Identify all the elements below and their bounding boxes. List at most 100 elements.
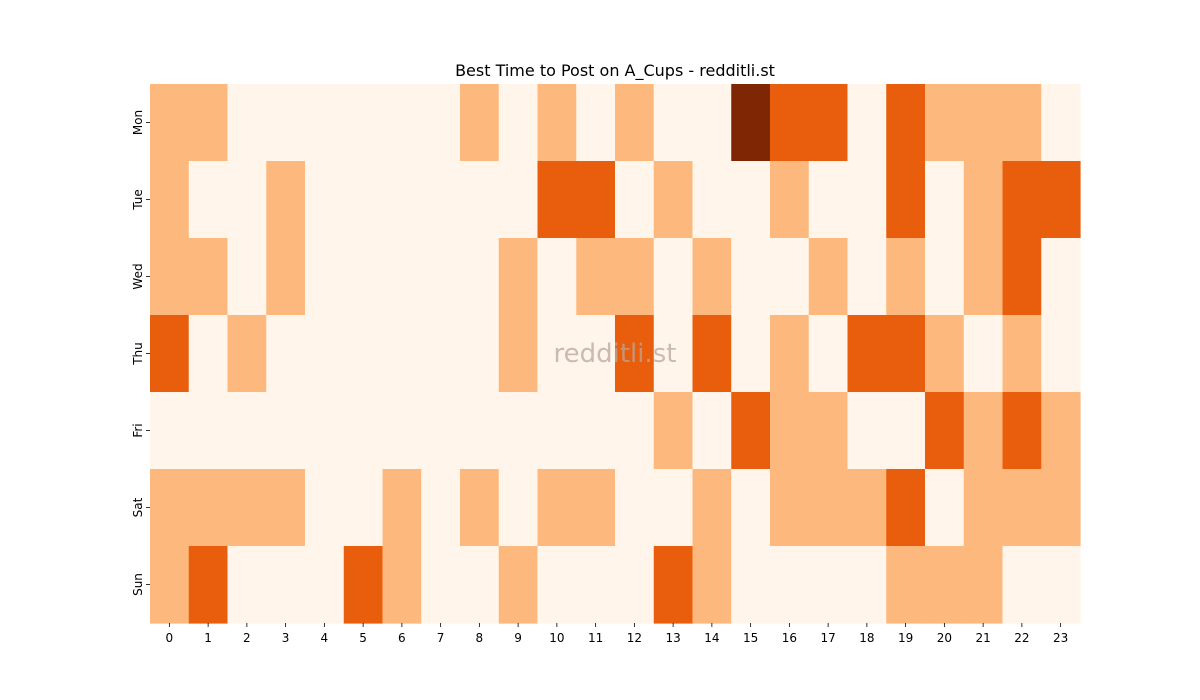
x-tick-label: 5 [359,631,367,645]
heatmap-cell-thu-8 [460,315,500,393]
heatmap-cell-sun-21 [963,546,1004,624]
heatmap-cell-fri-1 [188,392,229,470]
heatmap-cell-sun-14 [692,546,732,624]
heatmap-cell-tue-21 [963,161,1004,239]
heatmap-cell-wed-21 [963,238,1004,316]
heatmap-cell-mon-16 [770,84,810,162]
heatmap-cell-sun-5 [343,546,384,624]
heatmap-cell-sat-7 [421,469,461,547]
heatmap-cell-thu-21 [963,315,1004,393]
heatmap-cell-sun-7 [421,546,461,624]
heatmap-cell-tue-11 [576,161,616,239]
heatmap-cell-sat-23 [1041,469,1081,547]
heatmap-cell-fri-13 [653,392,694,470]
x-tick-label: 22 [1014,631,1029,645]
heatmap-cell-sun-9 [498,546,539,624]
heatmap-cell-thu-10 [537,315,577,393]
heatmap-cell-wed-11 [576,238,616,316]
heatmap-cell-thu-20 [925,315,965,393]
heatmap-cell-fri-9 [498,392,539,470]
heatmap-cell-mon-9 [498,84,539,162]
heatmap-cell-mon-18 [847,84,887,162]
heatmap-cell-fri-21 [963,392,1004,470]
heatmap-cell-thu-19 [886,315,926,393]
heatmap-cell-fri-2 [227,392,267,470]
heatmap-cell-sat-13 [653,469,694,547]
y-tick-label: Fri [131,423,145,437]
x-axis: 0 1 2 3 4 5 6 7 8 9 10 11 12 13 14 15 16 17 18 19 20 21 22 23 [166,623,1068,645]
heatmap-cell-tue-4 [305,161,345,239]
x-tick-label: 14 [704,631,719,645]
heatmap-cell-mon-1 [188,84,229,162]
heatmap-cell-thu-0 [150,315,190,393]
heatmap-cell-tue-14 [692,161,732,239]
heatmap-cell-wed-6 [382,238,422,316]
heatmap-cell-sat-16 [770,469,810,547]
heatmap-cell-sat-4 [305,469,345,547]
x-tick-label: 1 [204,631,212,645]
heatmap-cell-fri-10 [537,392,577,470]
heatmap-cell-thu-2 [227,315,267,393]
heatmap-cell-tue-9 [498,161,539,239]
heatmap-cell-thu-12 [615,315,655,393]
y-axis: Mon Tue Wed Thu Fri Sat Sun [131,110,150,596]
x-tick-label: 7 [437,631,445,645]
heatmap-cell-sat-3 [266,469,306,547]
heatmap-cell-thu-23 [1041,315,1081,393]
heatmap-cell-sat-1 [188,469,229,547]
heatmap-cell-wed-10 [537,238,577,316]
heatmap-cell-tue-12 [615,161,655,239]
heatmap-cell-sat-8 [460,469,500,547]
heatmap-cell-tue-15 [731,161,771,239]
heatmap-cell-fri-6 [382,392,422,470]
heatmap-cell-wed-20 [925,238,965,316]
heatmap-cell-sun-17 [808,546,849,624]
heatmap-cell-wed-12 [615,238,655,316]
x-tick-label: 13 [665,631,680,645]
heatmap-cell-sun-0 [150,546,190,624]
x-tick-label: 18 [859,631,874,645]
x-tick-label: 2 [243,631,251,645]
heatmap-cell-thu-9 [498,315,539,393]
heatmap-cell-fri-8 [460,392,500,470]
heatmap-cell-sun-13 [653,546,694,624]
heatmap-cell-mon-17 [808,84,849,162]
heatmap-cell-sat-12 [615,469,655,547]
heatmap-cell-fri-0 [150,392,190,470]
heatmap-cell-sun-18 [847,546,887,624]
heatmap-cell-tue-5 [343,161,384,239]
heatmap-cell-mon-11 [576,84,616,162]
heatmap-cell-sun-3 [266,546,306,624]
heatmap-cell-fri-14 [692,392,732,470]
heatmap-cell-mon-7 [421,84,461,162]
heatmap-cell-sat-19 [886,469,926,547]
heatmap-cell-mon-13 [653,84,694,162]
x-tick-label: 19 [898,631,913,645]
heatmap-cell-wed-14 [692,238,732,316]
heatmap-cell-thu-5 [343,315,384,393]
heatmap-cell-sat-11 [576,469,616,547]
heatmap-cell-sun-23 [1041,546,1081,624]
heatmap-cell-fri-12 [615,392,655,470]
heatmap-cell-sat-17 [808,469,849,547]
heatmap-cell-fri-19 [886,392,926,470]
heatmap-cell-thu-3 [266,315,306,393]
heatmap-cell-sun-19 [886,546,926,624]
heatmap-cell-wed-5 [343,238,384,316]
heatmap-cell-wed-18 [847,238,887,316]
heatmap-cell-thu-17 [808,315,849,393]
x-tick-label: 9 [514,631,522,645]
heatmap-cell-sun-6 [382,546,422,624]
heatmap-cell-sun-11 [576,546,616,624]
heatmap-cell-mon-10 [537,84,577,162]
heatmap-cell-sat-9 [498,469,539,547]
heatmap-cell-fri-3 [266,392,306,470]
chart-title: Best Time to Post on A_Cups - redditli.s… [455,61,775,81]
heatmap-cell-mon-15 [731,84,771,162]
heatmap-cell-thu-4 [305,315,345,393]
heatmap-cell-thu-1 [188,315,229,393]
heatmap-cell-sun-16 [770,546,810,624]
heatmap-cell-sat-2 [227,469,267,547]
heatmap-cell-wed-17 [808,238,849,316]
heatmap-cell-mon-0 [150,84,190,162]
